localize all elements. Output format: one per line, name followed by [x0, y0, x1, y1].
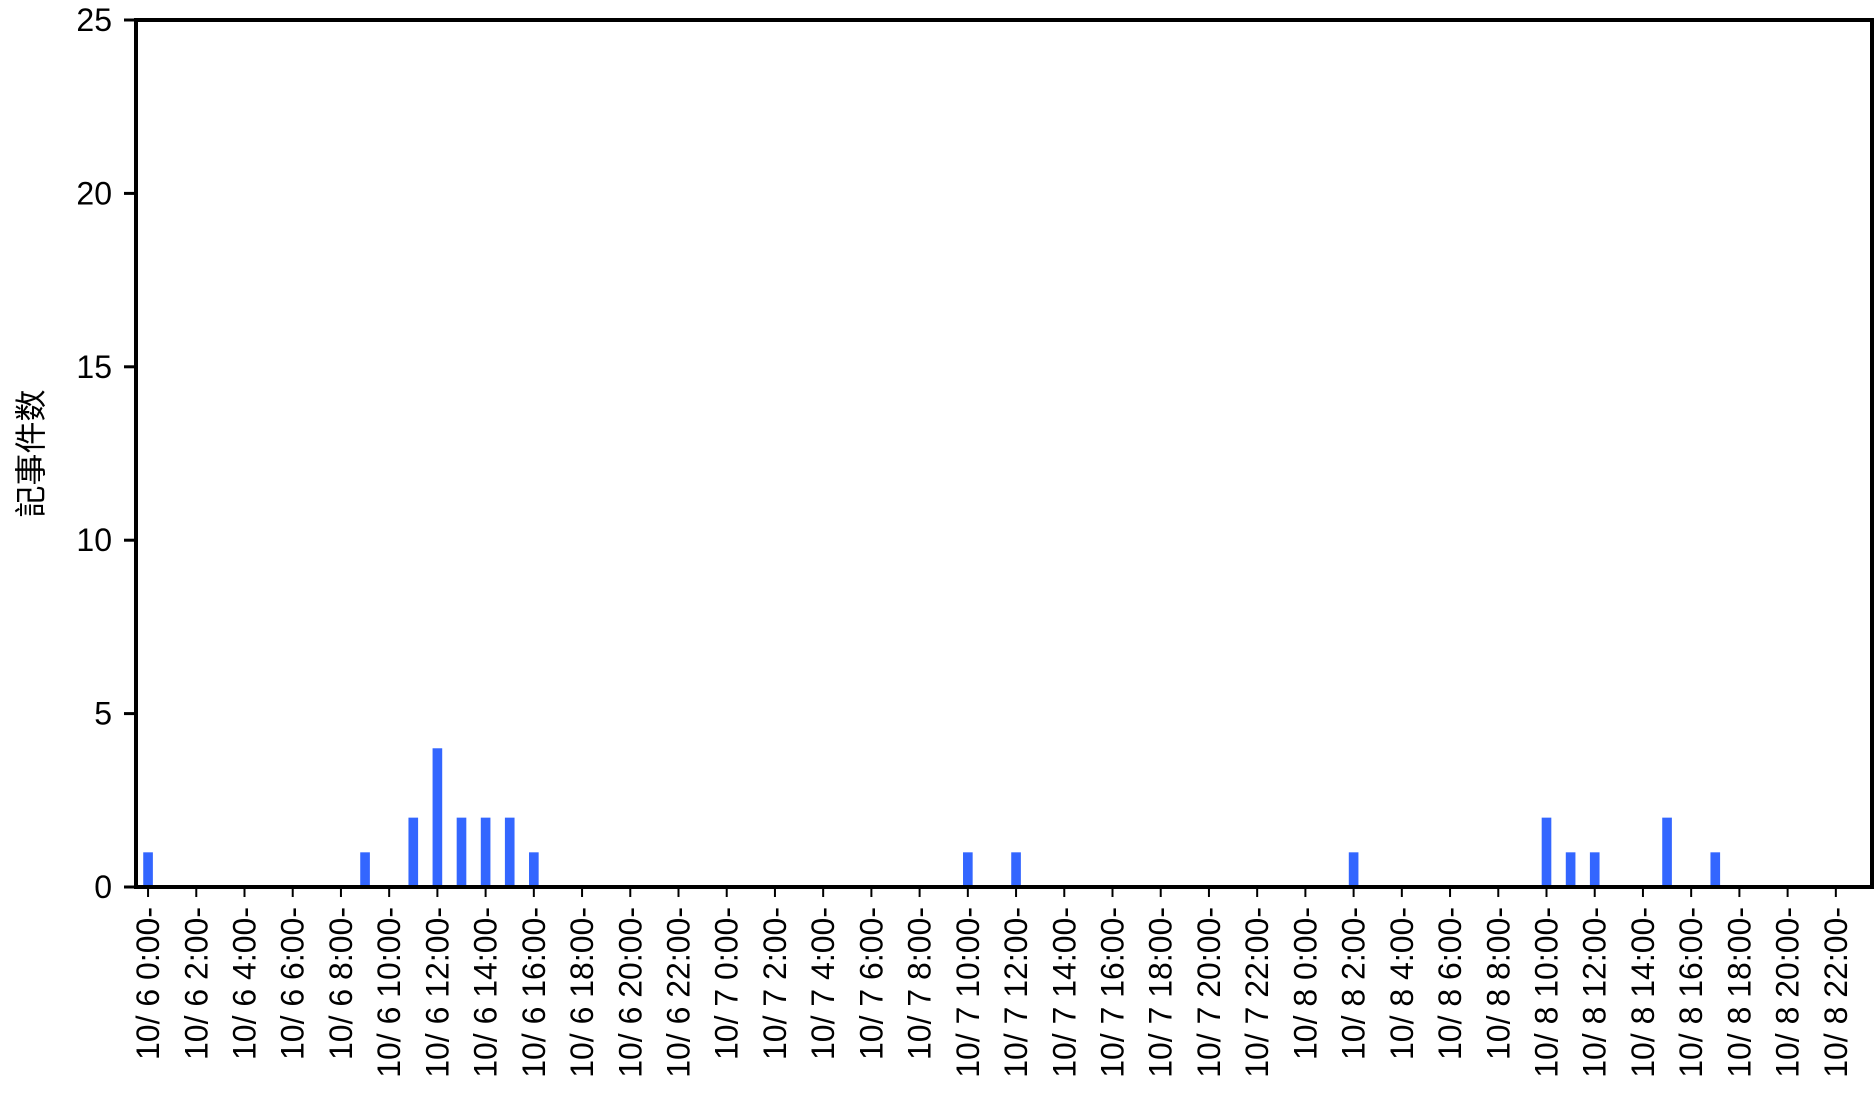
x-tick-label: 10/ 8 2:00- [1336, 907, 1372, 1060]
plot-area-frame [134, 18, 1874, 889]
x-tick-label: 10/ 8 22:00- [1818, 907, 1854, 1078]
x-tick-label: 10/ 7 4:00- [805, 907, 841, 1060]
bar-15 [504, 817, 515, 887]
x-tick-label: 10/ 6 12:00- [419, 907, 455, 1078]
x-tick-label: 10/ 8 18:00- [1721, 907, 1757, 1078]
y-tick-label: 15 [76, 349, 112, 385]
x-tick-label: 10/ 6 14:00- [468, 907, 504, 1078]
x-tick-label: 10/ 7 8:00- [902, 907, 938, 1060]
x-tick-label: 10/ 7 18:00- [1143, 907, 1179, 1078]
x-tick-label: 10/ 6 4:00- [227, 907, 263, 1060]
y-tick-label: 10 [76, 522, 112, 558]
x-tick-label: 10/ 8 4:00- [1384, 907, 1420, 1060]
bar-50 [1348, 852, 1359, 887]
x-tick-label: 10/ 8 6:00- [1432, 907, 1468, 1060]
bar-9 [360, 852, 370, 887]
bar-0 [143, 852, 153, 887]
x-tick-label: 10/ 6 0:00- [130, 907, 166, 1060]
x-tick-label: 10/ 8 10:00- [1529, 907, 1565, 1078]
x-tick-label: 10/ 6 18:00- [564, 907, 600, 1078]
bar-65 [1710, 852, 1721, 887]
x-tick-label: 10/ 8 0:00- [1287, 907, 1323, 1060]
bar-16 [529, 852, 539, 887]
bar-59 [1565, 852, 1576, 887]
y-tick-label: 0 [94, 869, 112, 905]
x-tick-label: 10/ 6 20:00- [612, 907, 648, 1078]
y-axis-ticks: 0 5 10 15 20 25 [76, 2, 136, 905]
bar-63 [1662, 817, 1672, 887]
x-tick-label: 10/ 7 14:00- [1046, 907, 1082, 1078]
y-tick-label: 5 [94, 696, 112, 732]
x-tick-label: 10/ 6 6:00- [275, 907, 311, 1060]
bar-13 [456, 817, 467, 887]
x-tick-label: 10/ 6 2:00- [178, 907, 214, 1060]
x-tick-label: 10/ 6 22:00- [661, 907, 697, 1078]
x-tick-label: 10/ 7 6:00- [853, 907, 889, 1060]
bars-group [143, 748, 1721, 887]
x-tick-label: 10/ 7 16:00- [1095, 907, 1131, 1078]
x-tick-label: 10/ 7 20:00- [1191, 907, 1227, 1078]
y-tick-label: 20 [76, 175, 112, 211]
bar-34 [963, 852, 973, 887]
bar-12 [432, 748, 443, 887]
y-axis-title: 記事件数 [12, 389, 50, 517]
bar-58 [1541, 817, 1552, 887]
bar-14 [480, 817, 491, 887]
x-tick-label: 10/ 8 8:00- [1480, 907, 1516, 1060]
x-tick-label: 10/ 6 10:00- [371, 907, 407, 1078]
y-tick-label: 25 [76, 2, 112, 38]
x-tick-label: 10/ 8 14:00- [1625, 907, 1661, 1078]
x-axis-ticks: 10/ 6 0:00- 10/ 6 2:00- 10/ 6 4:00- 10/ 6 6… [130, 887, 1854, 1078]
x-tick-label: 10/ 8 12:00- [1577, 907, 1613, 1078]
x-tick-label: 10/ 6 8:00- [323, 907, 359, 1060]
bar-11 [408, 817, 419, 887]
x-tick-label: 10/ 7 10:00- [950, 907, 986, 1078]
x-tick-label: 10/ 8 20:00- [1770, 907, 1806, 1078]
x-tick-label: 10/ 7 22:00- [1239, 907, 1275, 1078]
bar-60 [1589, 852, 1600, 887]
x-tick-label: 10/ 7 2:00- [757, 907, 793, 1060]
x-tick-label: 10/ 8 16:00- [1673, 907, 1709, 1078]
x-tick-label: 10/ 6 16:00- [516, 907, 552, 1078]
bar-36 [1011, 852, 1021, 887]
x-tick-label: 10/ 7 12:00- [998, 907, 1034, 1078]
x-tick-label: 10/ 7 0:00- [709, 907, 745, 1060]
